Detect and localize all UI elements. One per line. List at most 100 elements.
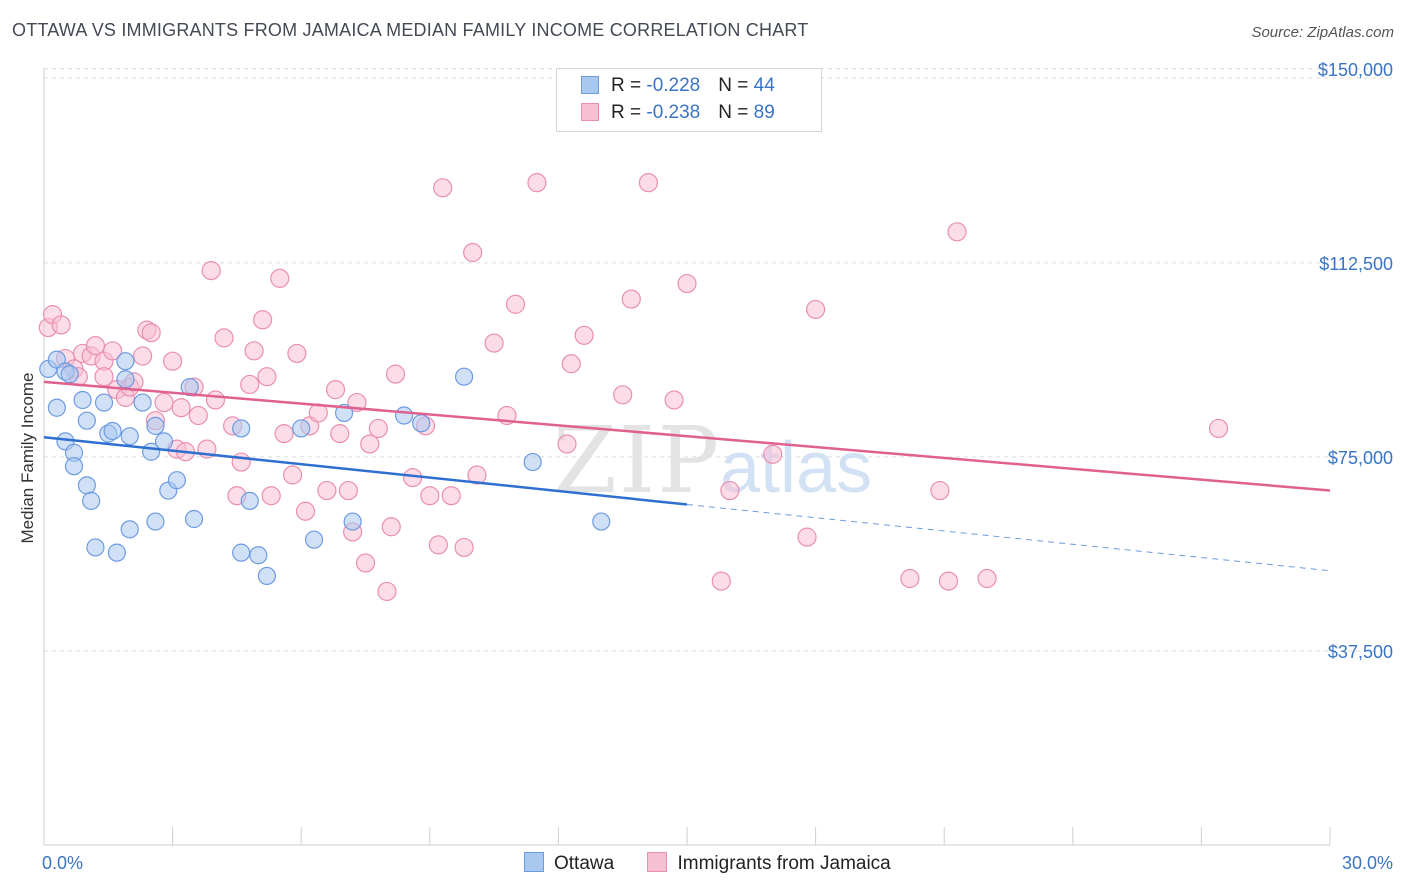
jamaica-trend-line <box>43 380 1331 492</box>
jamaica-n-label: N = <box>718 102 754 123</box>
jamaica-point <box>274 424 294 444</box>
axes <box>43 68 1331 846</box>
jamaica-point <box>132 346 153 366</box>
chart-title: OTTAWA VS IMMIGRANTS FROM JAMAICA MEDIAN… <box>12 20 809 40</box>
jamaica-point <box>163 351 183 371</box>
y-tick-label: $150,000 <box>1318 60 1393 80</box>
jamaica-point <box>355 553 376 573</box>
jamaica-point <box>977 568 997 589</box>
jamaica-point <box>805 299 826 320</box>
jamaica-point <box>270 268 290 288</box>
jamaica-point <box>231 452 251 472</box>
jamaica-legend-label: Immigrants from Jamaica <box>677 853 891 874</box>
jamaica-point <box>711 571 731 591</box>
jamaica-point <box>360 434 380 454</box>
jamaica-point <box>188 405 208 426</box>
ottawa-point <box>86 538 105 557</box>
legend-item-ottawa[interactable]: Ottawa <box>524 852 614 875</box>
ottawa-point <box>77 411 96 430</box>
ottawa-points <box>39 350 611 586</box>
jamaica-point <box>244 341 264 361</box>
ottawa-n-label: N = <box>718 75 754 96</box>
ottawa-swatch <box>581 76 599 94</box>
ottawa-point <box>394 406 414 425</box>
ottawa-point <box>154 432 174 451</box>
jamaica-point <box>505 294 526 314</box>
ottawa-point <box>257 566 277 586</box>
ottawa-point <box>120 427 139 446</box>
ottawa-legend-label: Ottawa <box>554 853 615 874</box>
jamaica-point <box>338 480 358 501</box>
y-tick-label: $112,500 <box>1319 254 1393 274</box>
jamaica-point <box>368 418 388 439</box>
ottawa-point <box>77 476 96 495</box>
jamaica-point <box>385 364 406 384</box>
y-tick-label: $37,500 <box>1328 642 1393 662</box>
jamaica-point <box>557 434 577 454</box>
x-tick-label-min: 0.0% <box>42 853 83 873</box>
jamaica-legend-swatch <box>647 852 668 872</box>
jamaica-point <box>428 535 448 555</box>
ottawa-point <box>232 419 251 438</box>
ottawa-point <box>116 352 135 371</box>
ottawa-point <box>304 530 324 549</box>
jamaica-point <box>317 480 337 501</box>
ottawa-point <box>454 367 474 386</box>
jamaica-r-value: -0.238 <box>646 102 701 123</box>
jamaica-point <box>420 486 440 506</box>
ottawa-point <box>292 419 311 438</box>
jamaica-point <box>261 486 281 506</box>
jamaica-point <box>214 328 234 348</box>
ottawa-point <box>184 509 204 529</box>
jamaica-point <box>930 480 950 501</box>
jamaica-point <box>283 465 303 485</box>
ottawa-r-value: -0.228 <box>646 75 701 96</box>
jamaica-point <box>720 480 740 501</box>
jamaica-point <box>561 354 581 374</box>
ottawa-point <box>107 543 126 562</box>
jamaica-point <box>240 374 260 395</box>
jamaica-point <box>638 173 659 193</box>
jamaica-point <box>201 261 221 281</box>
jamaica-point <box>613 385 633 405</box>
jamaica-point <box>381 517 401 537</box>
jamaica-point <box>141 323 161 343</box>
jamaica-point <box>257 367 277 387</box>
jamaica-point <box>763 444 783 464</box>
ottawa-point <box>146 512 165 531</box>
jamaica-points <box>38 173 1229 602</box>
jamaica-point <box>85 336 106 356</box>
jamaica-point <box>441 486 461 506</box>
ottawa-n-value: 44 <box>753 75 775 96</box>
ottawa-point <box>167 471 186 490</box>
ottawa-point <box>82 491 101 510</box>
ottawa-point <box>47 398 66 417</box>
trend-lines <box>43 380 1331 572</box>
watermark-zip: ZIP <box>553 407 721 514</box>
jamaica-point <box>325 380 346 400</box>
ottawa-point <box>73 390 92 410</box>
ottawa-point <box>120 520 139 539</box>
ottawa-point <box>412 414 431 433</box>
jamaica-point <box>454 537 474 558</box>
correlation-legend: R = -0.228 N = 44 R = -0.238 N = 89 <box>556 68 822 132</box>
jamaica-point <box>947 222 967 242</box>
jamaica-point <box>330 424 350 444</box>
jamaica-point <box>377 581 397 602</box>
ottawa-point <box>343 512 362 531</box>
ottawa-point <box>103 421 122 441</box>
ottawa-point <box>133 393 152 412</box>
jamaica-point <box>574 325 594 345</box>
gridlines <box>44 68 1395 652</box>
jamaica-point <box>463 242 483 263</box>
ottawa-trend-line <box>43 435 688 506</box>
ottawa-point <box>592 512 611 531</box>
jamaica-point <box>295 501 316 521</box>
legend-item-jamaica[interactable]: Immigrants from Jamaica <box>647 852 891 875</box>
jamaica-point <box>938 571 959 591</box>
ottawa-r-label: R = <box>611 75 647 96</box>
jamaica-r-label: R = <box>611 102 647 123</box>
jamaica-point <box>51 315 71 335</box>
